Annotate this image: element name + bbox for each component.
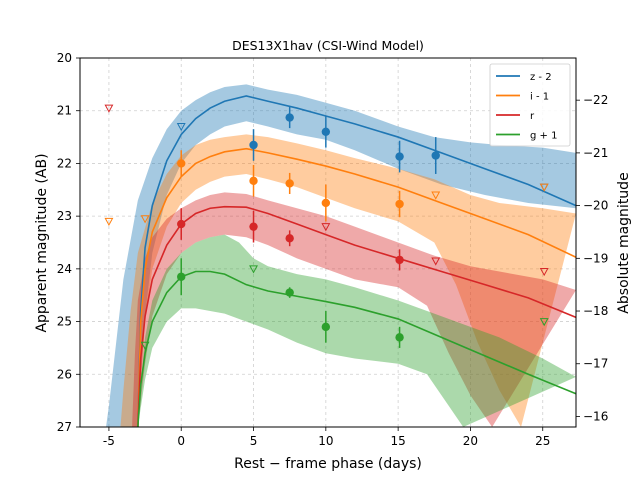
- upper-limit-r: [104, 104, 114, 113]
- upper-limit-z-2: [176, 123, 186, 132]
- chart-title: DES13X1hav (CSI-Wind Model): [232, 38, 424, 53]
- y2-tick-label: −19: [583, 251, 608, 265]
- band-g-1: [137, 234, 576, 427]
- data-point: [249, 222, 258, 231]
- upper-limit-g-1: [140, 341, 150, 350]
- data-point: [431, 151, 440, 160]
- x-tick-label: 5: [250, 434, 258, 448]
- y-tick-label: 27: [57, 420, 72, 434]
- detection-z-2: [395, 140, 404, 173]
- upper-limit-g-1: [249, 265, 258, 274]
- legend-label: g + 1: [530, 131, 557, 142]
- legend-label: z - 2: [530, 72, 552, 83]
- upper-limit-i-1: [539, 183, 549, 192]
- detection-r: [395, 249, 404, 271]
- legend-box: [489, 63, 571, 147]
- detection-z-2: [321, 115, 331, 148]
- y-tick-label: 25: [57, 315, 72, 329]
- detection-g-1: [285, 287, 294, 298]
- y-tick-label: 21: [57, 104, 72, 118]
- y2-tick-label: −17: [583, 357, 608, 371]
- x-tick-label: 20: [463, 434, 478, 448]
- data-point: [285, 179, 294, 188]
- y-axis-label: Apparent magnitude (AB): [34, 153, 50, 332]
- detection-z-2: [285, 107, 294, 129]
- detection-r: [249, 210, 258, 243]
- detection-r: [285, 230, 294, 247]
- plot-area: -5 0 5 10 15 20 25 20 21 22 23 24 25 26 27 −16 −17 −18 −19…: [57, 51, 609, 448]
- data-point: [177, 219, 186, 229]
- detection-r: [177, 208, 186, 240]
- series-layer: [104, 84, 576, 427]
- detection-g-1: [321, 311, 331, 343]
- y2-tick-label: −20: [583, 199, 608, 213]
- detection-z-2: [431, 137, 440, 174]
- model-line-i-1: [137, 147, 576, 427]
- data-point: [285, 113, 294, 122]
- detection-g-1: [395, 326, 404, 348]
- band-z-2: [106, 84, 576, 427]
- upper-limit-r: [431, 257, 441, 266]
- band-i-1: [120, 134, 576, 427]
- y-tick-label: 23: [57, 209, 72, 223]
- y2-tick-label: −16: [583, 409, 608, 423]
- data-point: [285, 234, 294, 243]
- model-line-r: [137, 205, 576, 427]
- detection-i-1: [177, 150, 186, 177]
- y2-tick-label: −18: [583, 304, 608, 318]
- legend-label: r: [530, 111, 535, 122]
- data-point: [395, 152, 404, 161]
- data-point: [321, 127, 331, 136]
- x-tick-label: 10: [318, 434, 333, 448]
- upper-limit-r: [321, 223, 331, 232]
- model-line-z-2: [137, 95, 576, 427]
- x-tick-label: -5: [103, 434, 115, 448]
- upper-limit-r: [539, 267, 549, 277]
- data-point: [177, 159, 186, 168]
- detection-i-1: [395, 190, 404, 218]
- y-tick-label: 26: [57, 367, 72, 381]
- y-tick-label: 24: [57, 262, 72, 276]
- detection-z-2: [249, 129, 258, 161]
- data-point: [395, 199, 404, 209]
- detection-g-1: [177, 258, 186, 296]
- data-point: [395, 255, 404, 265]
- model-line-g-1: [137, 270, 576, 427]
- data-point: [321, 198, 331, 208]
- upper-limit-i-1: [140, 215, 150, 224]
- x-tick-label: 25: [535, 434, 550, 448]
- axes-frame: [79, 57, 577, 428]
- y2-axis-label: Absolute magnitude: [616, 172, 632, 313]
- detection-i-1: [249, 165, 258, 197]
- x-tick-label: 15: [390, 434, 405, 448]
- data-point: [249, 140, 258, 150]
- y-tick-label: 22: [57, 156, 72, 170]
- data-point: [321, 322, 331, 332]
- detection-i-1: [285, 172, 294, 195]
- upper-limit-g-1: [539, 318, 549, 327]
- legend: z - 2 i - 1 r g + 1: [489, 63, 571, 147]
- y-tick-label: 20: [57, 51, 72, 65]
- legend-label: i - 1: [530, 92, 549, 103]
- data-point: [249, 176, 258, 186]
- y2-tick-label: −22: [583, 93, 608, 107]
- x-axis-label: Rest − frame phase (days): [234, 456, 422, 472]
- upper-limit-i-1: [104, 217, 114, 227]
- upper-limit-i-1: [431, 191, 441, 200]
- data-point: [395, 333, 404, 342]
- data-point: [177, 272, 186, 281]
- data-point: [285, 288, 294, 297]
- detection-i-1: [321, 184, 331, 222]
- y2-tick-label: −21: [583, 146, 608, 160]
- x-tick-label: 0: [177, 434, 185, 448]
- band-r: [132, 192, 576, 427]
